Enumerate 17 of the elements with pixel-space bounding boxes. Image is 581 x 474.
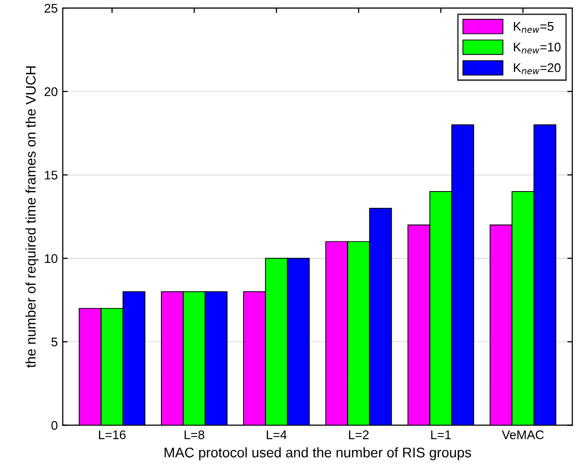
x-tick-label: VeMAC [502,430,544,440]
y-axis-title: the number of required time frames on the VUCH [25,66,38,368]
x-tick-label: L=8 [184,430,204,440]
y-tick-label: 20 [44,87,58,96]
legend-label: K$_{new}$=20 [514,63,561,74]
x-tick-label: L=4 [266,430,287,440]
x-tick-label: L=16 [99,430,126,440]
x-tick-label: L=1 [431,430,451,440]
y-tick-label: 5 [51,338,58,346]
legend-label: K$_{new}$=5 [514,22,554,33]
y-tick-label: 0 [51,420,58,430]
y-tick-label: 15 [44,170,58,180]
x-axis-title: MAC protocol used and the number of RIS groups [164,447,472,460]
y-tick-label: 10 [44,254,58,263]
x-tick-label: L=2 [349,430,369,440]
legend-label: K$_{new}$=10 [514,42,561,54]
y-tick-label: 25 [44,4,58,13]
